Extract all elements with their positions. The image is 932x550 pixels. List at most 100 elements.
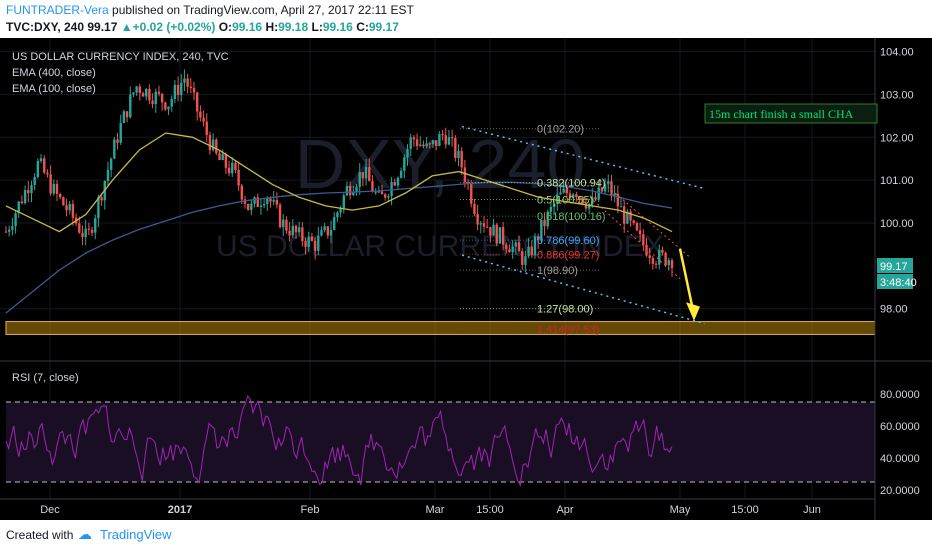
candle-body — [307, 236, 310, 247]
candle-body — [399, 170, 403, 178]
rsi-tick: 60.0000 — [880, 421, 920, 433]
candle-body — [444, 135, 447, 145]
candle-body — [106, 169, 110, 182]
candle-body — [288, 230, 291, 236]
candle-body — [275, 199, 279, 205]
candle-body — [587, 203, 591, 209]
candle-body — [610, 181, 613, 196]
candle-body — [412, 137, 416, 140]
tradingview-brand-link[interactable]: TradingView — [100, 527, 172, 542]
up-arrow-icon: ▲ — [120, 20, 133, 34]
candle-body — [562, 188, 565, 193]
candle-body — [129, 94, 132, 118]
watermark-title: US DOLLAR CURRENCY INDEX — [216, 230, 664, 263]
candle-body — [294, 225, 298, 233]
candle-body — [323, 226, 326, 231]
author-link[interactable]: FUNTRADER-Vera — [6, 3, 109, 17]
candle-body — [145, 88, 148, 97]
candle-body — [49, 174, 52, 194]
open-label: O: — [218, 20, 233, 34]
ema-lines — [5, 132, 673, 314]
candle-body — [530, 246, 533, 256]
candle-body — [661, 249, 664, 253]
candle-body — [632, 220, 635, 223]
candle-body — [285, 219, 288, 231]
created-with-label: Created with — [6, 528, 74, 542]
candle-body — [645, 244, 648, 256]
candle-body — [658, 249, 661, 265]
candle-body — [600, 187, 604, 192]
candle-body — [511, 246, 514, 253]
candle-body — [438, 134, 441, 147]
candle-body — [355, 186, 358, 192]
fib-label: 1.414(97.53) — [537, 324, 599, 336]
candle-body — [514, 242, 518, 247]
candle-body — [581, 197, 584, 204]
candle-body — [109, 158, 113, 170]
fib-label: 0(102.20) — [537, 124, 584, 136]
candle-body — [62, 197, 65, 206]
candle-body — [65, 205, 68, 211]
candle-body — [282, 219, 285, 228]
candle-body — [648, 255, 651, 258]
candle-body — [629, 211, 632, 221]
candle-body — [176, 84, 180, 96]
candle-body — [122, 111, 126, 123]
candle-body — [36, 160, 40, 178]
candle-body — [651, 257, 655, 264]
last-price-tag — [877, 258, 913, 273]
candle-body — [635, 222, 639, 231]
time-tick: Dec — [40, 504, 60, 516]
candle-body — [501, 227, 505, 245]
symbol-name: TVC:DXY, 240 — [6, 20, 85, 34]
fib-label: 1(98.90) — [537, 265, 578, 277]
candle-body — [336, 212, 339, 218]
candle-body — [68, 204, 71, 211]
candle-body — [498, 227, 502, 244]
publish-info: published on TradingView.com, April 27, … — [112, 3, 414, 17]
candle-body — [30, 185, 33, 194]
candle-body — [167, 106, 170, 110]
candle-body — [253, 197, 256, 204]
candle-body — [387, 196, 390, 198]
candle-body — [94, 218, 97, 233]
candle-body — [485, 226, 489, 228]
candle-body — [46, 172, 49, 175]
candle-body — [371, 181, 374, 193]
annotation-box[interactable] — [704, 103, 878, 124]
candle-body — [227, 167, 231, 174]
chart-svg[interactable]: DXY, 240 US DOLLAR CURRENCY INDEX 0(102.… — [0, 38, 932, 520]
candle-body — [597, 187, 600, 200]
candle-body — [266, 198, 269, 204]
symbol-line: TVC:DXY, 240 99.17 ▲+0.02 (+0.02%) O:99.… — [6, 20, 399, 34]
candle-body — [422, 144, 425, 147]
support-zone — [5, 321, 876, 335]
candle-body — [211, 139, 215, 151]
candle-body — [4, 231, 8, 233]
candle-body — [237, 170, 240, 186]
price-change: +0.02 (+0.02%) — [132, 20, 216, 34]
candle-body — [578, 197, 581, 199]
candle-body — [215, 139, 218, 154]
rsi-line — [5, 395, 673, 487]
candle-body — [670, 260, 674, 269]
candle-body — [482, 223, 486, 227]
time-tick: Feb — [301, 504, 320, 516]
candle-body — [81, 232, 84, 238]
candle-body — [638, 230, 642, 235]
publish-line: FUNTRADER-Vera published on TradingView.… — [6, 3, 414, 17]
candle-body — [352, 191, 355, 196]
close-label: C: — [356, 20, 369, 34]
candle-body — [403, 157, 406, 171]
candle-body — [186, 78, 189, 87]
candle-body — [259, 205, 263, 207]
fib-label: 1.27(98.00) — [537, 304, 593, 316]
candle-body — [642, 234, 645, 245]
candle-body — [132, 92, 135, 95]
candle-body — [157, 91, 161, 94]
candle-body — [568, 193, 572, 198]
candle-body — [33, 177, 36, 186]
candle-body — [616, 193, 620, 207]
candle-body — [84, 228, 87, 238]
candle-body — [119, 122, 122, 143]
